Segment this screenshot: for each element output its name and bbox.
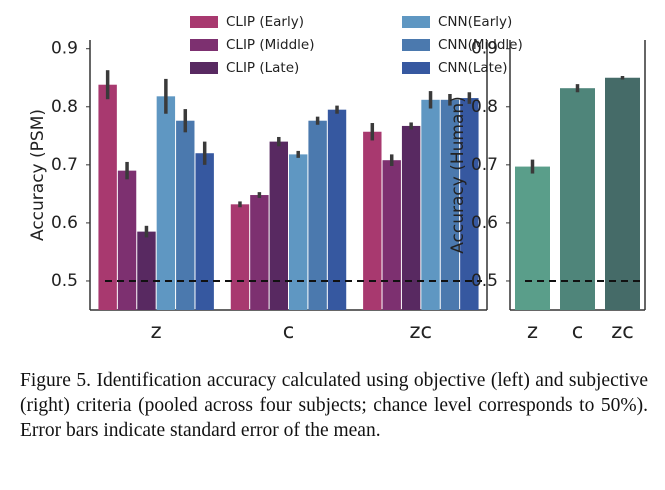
y-tick-label: 0.7 [471,155,498,175]
bar [250,195,269,310]
y-tick-label: 0.5 [51,271,78,291]
bar [460,98,479,310]
bar [605,77,640,310]
bar [176,120,195,310]
bar [515,166,550,310]
bar [156,96,176,311]
legend-swatch [402,39,430,51]
x-tick-label: z [151,319,162,343]
bar [421,99,440,310]
bar [363,131,382,310]
bar [382,160,401,310]
x-tick-label: zc [410,319,433,343]
y-axis-label: Accuracy (PSM) [28,109,48,241]
y-tick-label: 0.5 [471,271,498,291]
bar [269,141,288,310]
y-tick-label: 0.7 [51,155,78,175]
bar [117,170,137,310]
y-tick-label: 0.9 [51,39,78,59]
bar [137,231,156,310]
legend-swatch [190,39,218,51]
y-tick-label: 0.6 [471,213,498,233]
bar [98,84,117,310]
legend-label: CLIP (Middle) [226,37,315,53]
y-axis-label: Accuracy (Human) [448,96,468,254]
legend-swatch [402,16,430,28]
x-tick-label: c [572,319,584,343]
y-tick-label: 0.8 [471,97,498,117]
legend-label: CNN(Early) [438,14,512,30]
legend-swatch [402,62,430,74]
legend-label: CNN(Late) [438,60,508,76]
x-tick-label: z [527,319,538,343]
x-tick-label: zc [611,319,634,343]
y-tick-label: 0.6 [51,213,78,233]
legend-label: CLIP (Late) [226,60,299,76]
legend-label: CLIP (Early) [226,14,304,30]
bar [195,153,214,310]
legend-label: CNN(Middle) [438,37,523,53]
y-tick-label: 0.9 [471,39,498,59]
legend-swatch [190,62,218,74]
legend-swatch [190,16,218,28]
bar [308,120,327,310]
bar [230,204,250,310]
bar [440,99,460,310]
bar [289,154,308,310]
bar [327,109,347,310]
caption: Figure 5. Identification accuracy calcul… [20,370,648,441]
bar [401,125,421,310]
bar [560,88,595,311]
y-tick-label: 0.8 [51,97,78,117]
x-tick-label: c [283,319,295,343]
